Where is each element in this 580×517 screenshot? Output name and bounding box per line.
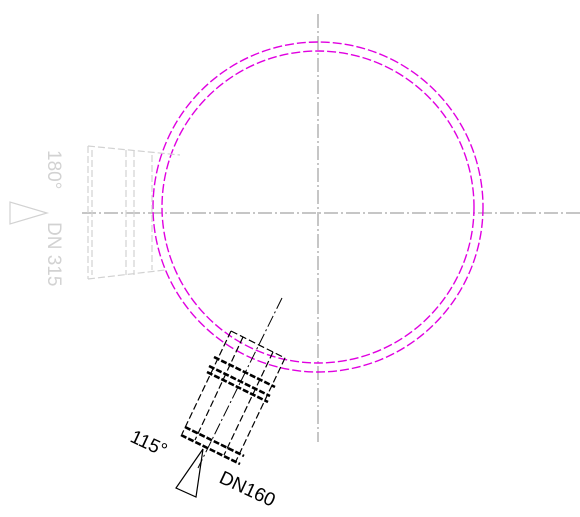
inlet-axis [197, 297, 283, 469]
manhole-inner-ring [161, 50, 475, 364]
centerlines [82, 14, 580, 442]
inlet-sockets [180, 355, 276, 466]
inlet-dn-label: DN160 [216, 467, 278, 511]
manhole-outer-ring [152, 41, 484, 373]
inlet-edge-left [181, 330, 232, 435]
inlet-top-end [230, 330, 286, 359]
ghost-inlet-pipe [87, 145, 181, 280]
inlet-inner-right [223, 351, 274, 456]
socket-1a [213, 355, 276, 389]
ghost-dn-label: DN 315 [43, 222, 64, 286]
ghost-angle-label: 180° [43, 150, 64, 189]
inlet-edge-right [235, 357, 286, 462]
socket-3a [184, 425, 245, 458]
manhole-rings [152, 41, 484, 373]
inlet-angle-label: 115° [127, 426, 170, 461]
inlet-flow-arrow [175, 448, 204, 498]
inlet-inner-left [194, 336, 244, 441]
main-inlet-pipe [181, 297, 286, 469]
socket-1b [208, 364, 271, 398]
socket-2a [206, 370, 269, 404]
socket-3b [180, 433, 241, 466]
ghost-flow-arrow [9, 201, 50, 225]
ghost-pipe-bottom-edge [87, 269, 166, 280]
